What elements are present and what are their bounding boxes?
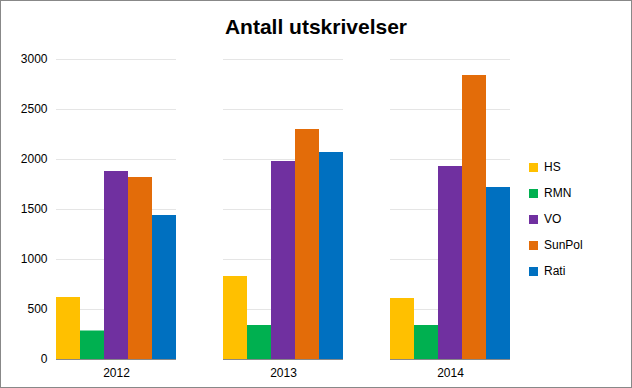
html-text:SunPol: SunPol bbox=[544, 238, 583, 252]
svg-text:1000: 1000 bbox=[21, 252, 48, 266]
svg-text:2014: 2014 bbox=[437, 366, 464, 380]
html-text:HS: HS bbox=[544, 160, 561, 174]
svg-text:2013: 2013 bbox=[270, 366, 297, 380]
html-text:VO: VO bbox=[544, 212, 562, 226]
svg-text:0: 0 bbox=[41, 352, 48, 366]
svg-text:1500: 1500 bbox=[21, 202, 48, 216]
html-text:Rati: Rati bbox=[544, 264, 566, 278]
svg-text:3000: 3000 bbox=[21, 52, 48, 66]
html-text:Antall utskrivelser: Antall utskrivelser bbox=[225, 15, 407, 38]
html-text:RMN: RMN bbox=[544, 186, 572, 200]
svg-text:2000: 2000 bbox=[21, 152, 48, 166]
svg-text:2500: 2500 bbox=[21, 102, 48, 116]
svg-text:500: 500 bbox=[27, 302, 47, 316]
svg-text:2012: 2012 bbox=[103, 366, 130, 380]
